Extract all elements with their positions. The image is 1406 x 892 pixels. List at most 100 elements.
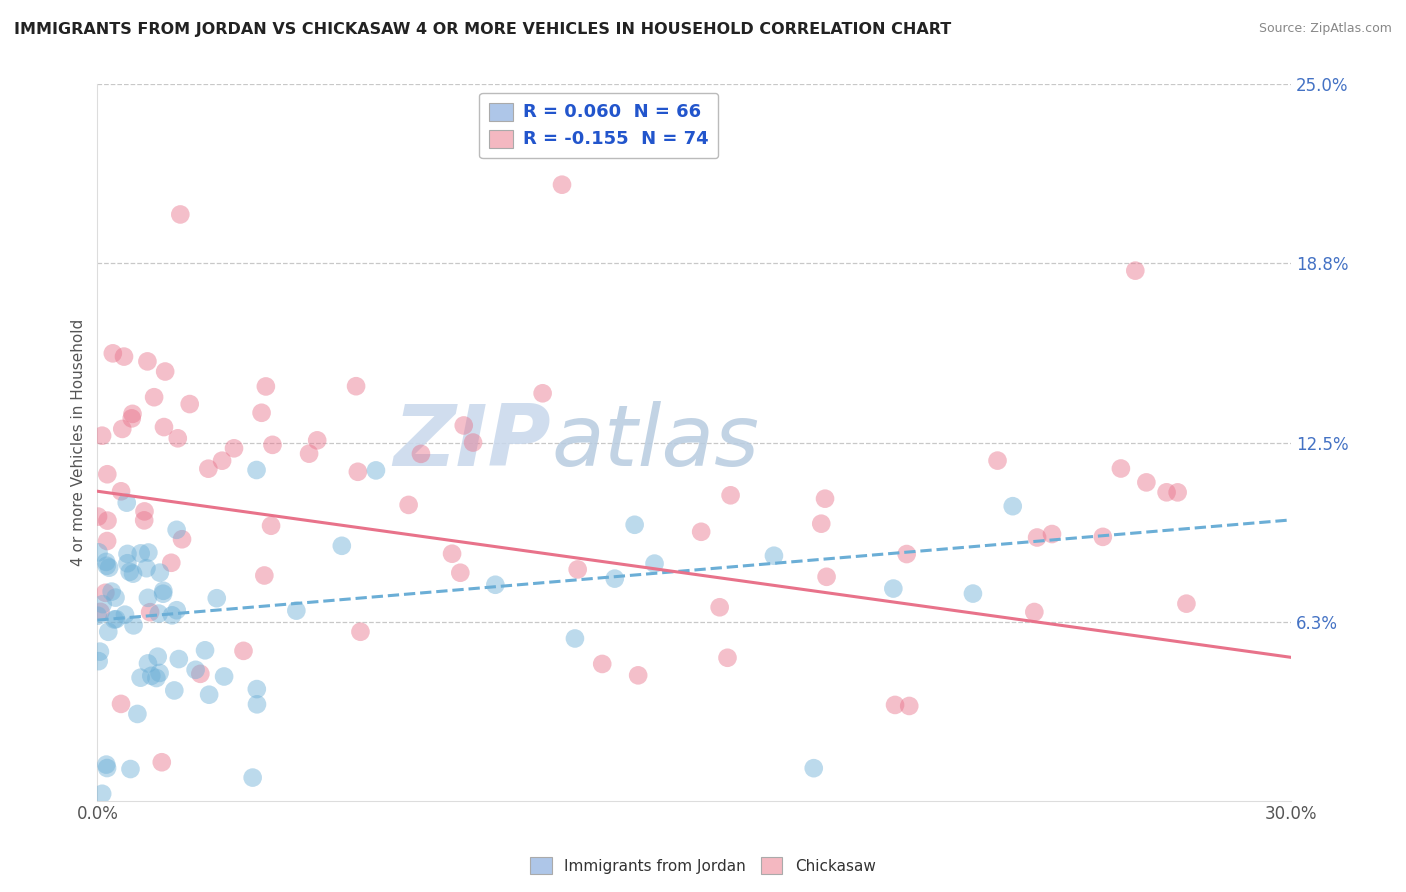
Point [551,178,574,192]
Point [134,513,156,527]
Point [149,566,172,580]
Legend: Immigrants from Jordan, Chickasaw: Immigrants from Jordan, Chickasaw [524,851,882,880]
Point [136,657,159,671]
Point [307,434,329,448]
Point [91,428,114,442]
Point [986,453,1008,467]
Point [232,644,254,658]
Point [148,665,170,680]
Point [347,465,370,479]
Point [136,354,159,368]
Point [884,698,907,712]
Point [153,420,176,434]
Point [814,491,837,506]
Point [87,654,110,668]
Point [169,207,191,221]
Point [245,463,267,477]
Point [962,586,984,600]
Point [567,562,589,576]
Point [96,467,118,482]
Point [138,545,160,559]
Point [803,761,825,775]
Point [250,406,273,420]
Point [136,591,159,605]
Point [166,603,188,617]
Point [139,605,162,619]
Point [364,463,387,477]
Text: IMMIGRANTS FROM JORDAN VS CHICKASAW 4 OR MORE VEHICLES IN HOUSEHOLD CORRELATION : IMMIGRANTS FROM JORDAN VS CHICKASAW 4 OR… [14,22,952,37]
Text: ZIP: ZIP [394,401,551,484]
Point [101,346,124,360]
Point [141,669,163,683]
Point [122,618,145,632]
Text: Source: ZipAtlas.com: Source: ZipAtlas.com [1258,22,1392,36]
Point [1167,485,1189,500]
Point [121,411,143,425]
Point [105,612,128,626]
Point [198,688,221,702]
Point [398,498,420,512]
Point [260,518,283,533]
Point [285,604,308,618]
Point [135,561,157,575]
Point [222,442,245,456]
Point [184,663,207,677]
Point [627,668,650,682]
Point [253,568,276,582]
Point [188,666,211,681]
Point [160,608,183,623]
Point [254,379,277,393]
Point [129,546,152,560]
Point [96,757,118,772]
Point [1001,499,1024,513]
Point [762,549,785,563]
Point [97,624,120,639]
Point [1135,475,1157,490]
Point [98,560,121,574]
Point [349,624,371,639]
Point [212,669,235,683]
Point [815,570,838,584]
Point [100,584,122,599]
Point [197,461,219,475]
Point [1156,485,1178,500]
Point [120,762,142,776]
Point [211,453,233,467]
Point [810,516,832,531]
Point [409,447,432,461]
Point [94,586,117,600]
Point [330,539,353,553]
Point [104,591,127,605]
Point [298,447,321,461]
Point [1123,263,1146,277]
Point [112,350,135,364]
Point [118,565,141,579]
Point [160,556,183,570]
Point [152,583,174,598]
Point [591,657,613,671]
Point [690,524,713,539]
Point [91,787,114,801]
Text: atlas: atlas [551,401,759,484]
Point [246,698,269,712]
Point [134,504,156,518]
Point [246,682,269,697]
Point [205,591,228,606]
Point [564,632,586,646]
Point [96,514,118,528]
Point [644,557,666,571]
Point [117,556,139,570]
Point [170,533,193,547]
Point [121,407,143,421]
Point [117,547,139,561]
Point [709,600,731,615]
Point [882,582,904,596]
Point [110,484,132,499]
Point [1040,527,1063,541]
Point [87,509,110,524]
Point [122,566,145,581]
Point [179,397,201,411]
Point [129,671,152,685]
Point [344,379,367,393]
Point [720,488,742,502]
